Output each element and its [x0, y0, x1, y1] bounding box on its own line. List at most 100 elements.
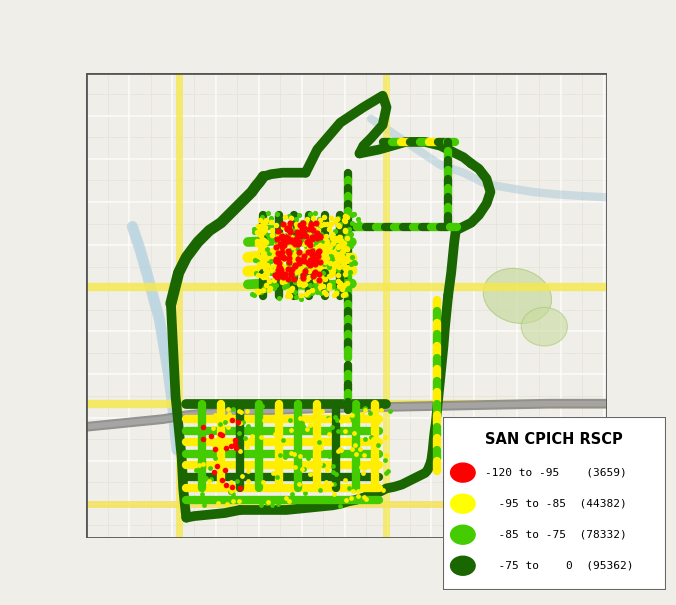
Point — [320, 477, 331, 486]
Point — [337, 247, 348, 257]
Point — [259, 217, 270, 226]
Point — [293, 261, 304, 270]
Point — [299, 257, 310, 266]
Point — [344, 231, 355, 240]
Point — [279, 240, 289, 250]
Point — [216, 430, 227, 440]
Point — [288, 449, 299, 459]
Point — [258, 249, 269, 259]
Point — [339, 269, 350, 279]
Point — [331, 214, 342, 223]
Point — [341, 495, 352, 505]
Point — [257, 260, 268, 270]
Point — [258, 494, 268, 503]
Point — [333, 241, 343, 250]
Point — [339, 475, 350, 485]
Point — [358, 492, 369, 502]
Point — [308, 223, 319, 233]
Point — [324, 241, 335, 250]
Point — [333, 446, 343, 456]
Point — [301, 223, 312, 233]
Point — [339, 280, 349, 290]
Point — [262, 260, 272, 270]
Point — [305, 280, 316, 290]
Point — [252, 257, 263, 266]
Point — [292, 445, 303, 454]
Point — [308, 245, 318, 255]
Point — [339, 287, 350, 297]
Point — [251, 286, 262, 296]
Point — [333, 281, 344, 291]
Point — [279, 453, 290, 462]
Point — [279, 237, 290, 247]
Point — [289, 277, 300, 287]
Point — [308, 224, 318, 234]
Point — [271, 255, 282, 264]
Point — [208, 424, 218, 433]
Point — [334, 221, 345, 231]
Point — [349, 447, 360, 457]
Point — [289, 233, 300, 243]
Point — [277, 435, 288, 445]
Point — [296, 464, 307, 474]
Point — [241, 442, 252, 452]
Point — [316, 288, 327, 298]
Point — [342, 278, 353, 288]
Point — [358, 450, 369, 460]
Point — [266, 266, 276, 275]
Point — [291, 219, 301, 229]
Point — [318, 212, 329, 222]
Point — [300, 255, 311, 264]
Point — [297, 224, 308, 234]
Point — [281, 223, 292, 233]
Point — [297, 278, 308, 287]
Point — [295, 221, 306, 231]
Point — [213, 498, 224, 508]
Point — [263, 265, 274, 275]
Point — [288, 242, 299, 252]
Point — [263, 286, 274, 295]
Point — [326, 250, 337, 260]
Point — [258, 217, 268, 227]
Point — [370, 413, 381, 422]
Point — [295, 275, 306, 284]
Point — [340, 208, 351, 217]
Point — [309, 469, 320, 479]
Point — [311, 242, 322, 252]
Point — [191, 465, 201, 475]
Point — [356, 462, 367, 472]
Point — [333, 276, 343, 286]
Point — [339, 426, 350, 436]
Point — [301, 264, 312, 273]
Point — [360, 404, 371, 413]
Text: -75 to    0  (95362): -75 to 0 (95362) — [485, 561, 633, 571]
Point — [310, 258, 321, 268]
Point — [278, 220, 289, 229]
Point — [226, 486, 237, 496]
Point — [283, 264, 293, 273]
Point — [346, 211, 357, 220]
Point — [343, 271, 354, 281]
Point — [271, 266, 282, 275]
Point — [297, 221, 308, 231]
Point — [308, 225, 318, 235]
Point — [280, 240, 291, 250]
Point — [243, 466, 254, 476]
Point — [310, 255, 320, 264]
Point — [284, 414, 295, 424]
Point — [252, 270, 263, 280]
Point — [291, 292, 301, 302]
Point — [315, 276, 326, 286]
Point — [339, 289, 350, 299]
Point — [308, 252, 318, 262]
Point — [348, 486, 359, 496]
Point — [310, 270, 321, 280]
Point — [299, 484, 310, 494]
Point — [250, 255, 261, 265]
Point — [315, 215, 326, 224]
Point — [323, 224, 334, 234]
Point — [307, 232, 318, 241]
Point — [333, 213, 343, 223]
Point — [297, 270, 308, 280]
Point — [302, 453, 313, 463]
